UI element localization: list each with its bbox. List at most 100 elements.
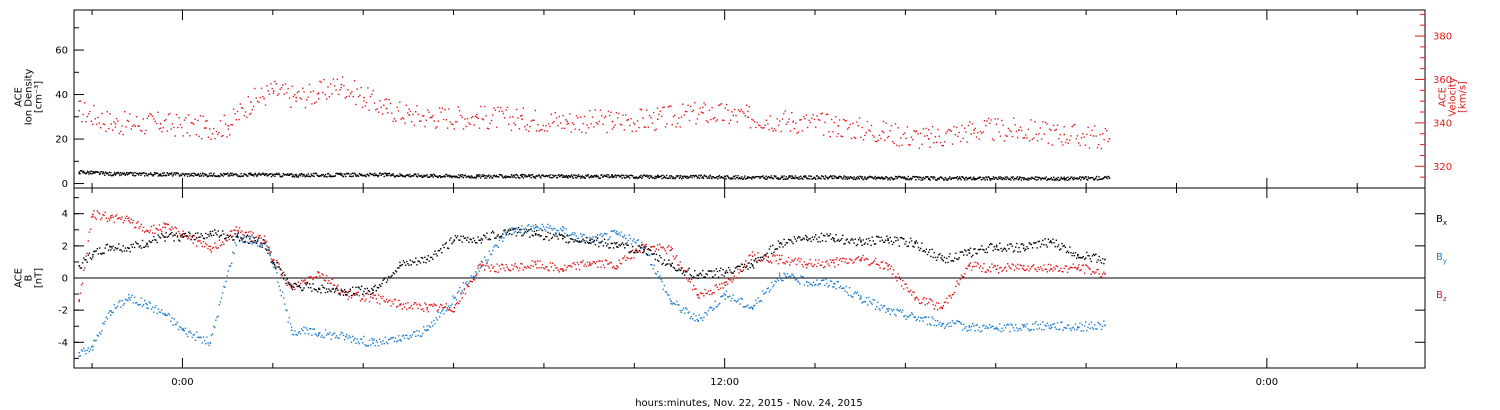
data-point xyxy=(856,257,859,259)
data-point xyxy=(955,285,957,287)
data-point xyxy=(245,174,248,176)
data-point xyxy=(283,93,285,95)
data-point xyxy=(638,244,641,247)
data-point xyxy=(844,243,846,245)
y-tick-label-bottom: 0 xyxy=(62,274,68,285)
data-point xyxy=(693,176,696,178)
data-point xyxy=(617,117,619,119)
data-point xyxy=(720,176,722,178)
data-point xyxy=(725,270,728,272)
data-point xyxy=(910,178,913,181)
data-point xyxy=(937,320,939,322)
data-point xyxy=(933,308,935,310)
data-point xyxy=(478,264,480,266)
anchor-point xyxy=(670,249,672,251)
data-point xyxy=(816,175,818,177)
data-point xyxy=(645,243,647,246)
data-point xyxy=(950,178,952,180)
data-point xyxy=(118,243,120,245)
data-point xyxy=(323,287,325,289)
data-point xyxy=(328,175,330,178)
data-point xyxy=(327,291,329,293)
data-point xyxy=(928,129,930,131)
data-point xyxy=(728,122,730,125)
data-point xyxy=(456,235,459,237)
data-point xyxy=(1043,264,1045,266)
data-point xyxy=(914,131,917,133)
data-point xyxy=(280,86,283,89)
data-point xyxy=(494,109,497,111)
data-point xyxy=(643,126,645,128)
data-point xyxy=(229,172,232,174)
data-point xyxy=(411,260,414,262)
data-point xyxy=(581,235,583,238)
data-point xyxy=(414,331,416,333)
data-point xyxy=(843,243,845,245)
data-point xyxy=(889,130,891,132)
data-point xyxy=(355,103,357,106)
data-point xyxy=(154,239,156,241)
data-point xyxy=(358,342,361,345)
data-point xyxy=(477,265,479,267)
data-point xyxy=(643,174,645,176)
data-point xyxy=(85,255,87,257)
data-point xyxy=(163,172,165,174)
data-point xyxy=(463,175,465,177)
data-point xyxy=(100,333,102,335)
data-point xyxy=(1001,119,1003,122)
data-point xyxy=(846,238,848,240)
data-point xyxy=(404,176,406,178)
data-point xyxy=(611,242,614,245)
data-point xyxy=(819,177,821,179)
data-point xyxy=(611,230,614,232)
data-point xyxy=(291,85,293,87)
data-point xyxy=(828,235,830,237)
data-point xyxy=(522,173,524,176)
data-point xyxy=(341,290,344,292)
data-point xyxy=(1070,329,1072,331)
data-point xyxy=(195,134,198,136)
data-point xyxy=(856,243,859,246)
data-point xyxy=(307,173,309,175)
data-point xyxy=(594,244,597,246)
data-point xyxy=(110,172,112,174)
data-point xyxy=(752,304,755,307)
data-point xyxy=(842,257,844,259)
data-point xyxy=(468,176,470,179)
data-point xyxy=(651,122,653,124)
data-point xyxy=(166,236,168,238)
data-point xyxy=(194,118,196,120)
data-point xyxy=(1090,177,1092,179)
data-point xyxy=(548,175,550,177)
data-point xyxy=(394,337,397,339)
data-point xyxy=(552,233,555,236)
data-point xyxy=(742,266,745,268)
data-point xyxy=(644,247,646,250)
data-point xyxy=(1015,178,1017,180)
data-point xyxy=(250,236,252,238)
data-point xyxy=(745,266,747,269)
data-point xyxy=(886,263,888,265)
data-point xyxy=(846,128,849,130)
data-point xyxy=(848,126,850,129)
data-point xyxy=(610,174,613,176)
data-point xyxy=(488,177,491,179)
anchor-point xyxy=(318,92,320,95)
data-point xyxy=(537,226,539,229)
data-point xyxy=(183,235,185,238)
data-point xyxy=(1007,263,1009,265)
data-point xyxy=(644,175,647,178)
data-point xyxy=(560,229,563,231)
data-point xyxy=(405,302,407,305)
data-point xyxy=(748,106,750,108)
data-point xyxy=(923,317,925,319)
data-point xyxy=(83,347,85,349)
data-point xyxy=(325,275,328,277)
data-point xyxy=(623,257,625,259)
data-point xyxy=(1094,178,1096,180)
data-point xyxy=(918,178,920,181)
data-point xyxy=(647,175,650,177)
data-point xyxy=(915,240,917,242)
data-point xyxy=(225,237,227,239)
data-point xyxy=(624,247,626,249)
